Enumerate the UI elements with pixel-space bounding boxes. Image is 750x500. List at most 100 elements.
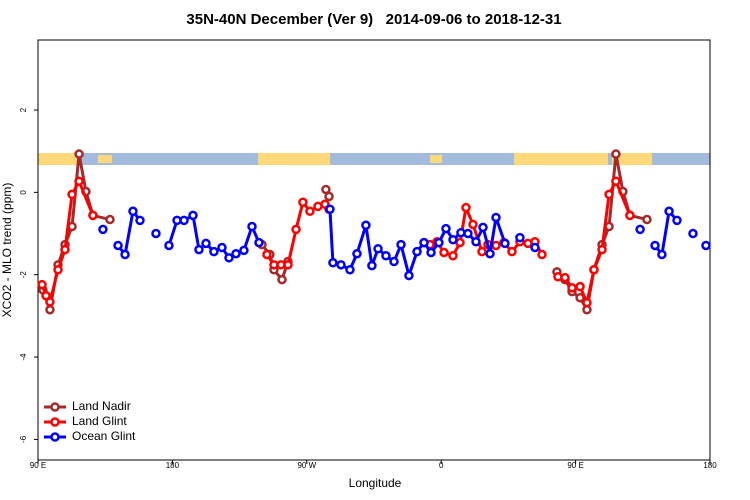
- data-point: [567, 283, 577, 293]
- data-point: [426, 247, 436, 258]
- data-point: [231, 248, 241, 259]
- data-point: [434, 237, 444, 248]
- data-point: [324, 191, 334, 202]
- data-point: [113, 240, 123, 251]
- data-point: [575, 281, 585, 292]
- data-point: [209, 246, 219, 257]
- data-point: [657, 249, 667, 260]
- data-point: [560, 272, 570, 283]
- data-point: [611, 176, 621, 186]
- data-point: [179, 215, 189, 226]
- y-axis-label: XCO2 - MLO trend (ppm): [0, 183, 14, 318]
- data-point: [500, 238, 510, 249]
- data-point: [345, 265, 355, 275]
- data-point: [128, 206, 138, 217]
- data-point: [412, 246, 422, 257]
- data-point: [485, 248, 495, 259]
- y-tick-label: -6: [19, 435, 28, 443]
- data-point: [664, 206, 674, 217]
- data-point: [471, 237, 481, 247]
- data-point: [439, 247, 449, 258]
- data-point: [45, 297, 55, 307]
- x-tick-label: 90 E: [30, 461, 46, 470]
- data-point: [597, 244, 607, 255]
- data-point: [37, 279, 47, 290]
- data-point: [582, 297, 592, 308]
- data-point: [224, 253, 234, 263]
- data-point: [305, 206, 315, 217]
- data-point: [373, 244, 383, 254]
- data-point: [589, 265, 599, 275]
- data-point: [67, 189, 77, 200]
- data-point: [635, 224, 645, 235]
- x-tick-label: 180: [703, 461, 717, 470]
- data-point: [515, 232, 525, 243]
- data-point: [650, 240, 660, 251]
- x-tick-label: 0: [439, 461, 444, 470]
- data-point: [448, 251, 458, 261]
- legend-label: Land Nadir: [72, 399, 131, 413]
- data-point: [642, 214, 652, 225]
- data-point: [74, 149, 84, 159]
- data-point: [396, 239, 406, 250]
- data-point: [361, 220, 371, 231]
- data-point: [419, 237, 429, 248]
- data-point: [404, 270, 414, 281]
- legend-marker: [50, 432, 60, 442]
- data-point: [463, 228, 473, 239]
- data-point: [105, 214, 115, 225]
- data-point: [164, 240, 174, 251]
- x-axis-label: Longitude: [349, 476, 402, 490]
- data-point: [507, 246, 517, 257]
- y-tick-label: -4: [19, 353, 28, 361]
- data-point: [45, 304, 55, 315]
- data-point: [262, 249, 272, 260]
- data-point: [277, 274, 287, 285]
- data-point: [283, 260, 293, 270]
- data-point: [135, 215, 145, 226]
- data-point: [88, 210, 98, 221]
- data-point: [491, 212, 501, 223]
- data-point: [625, 210, 635, 221]
- data-point: [120, 249, 130, 260]
- data-point: [194, 244, 204, 255]
- data-point: [381, 251, 391, 261]
- x-tick-label: 90 E: [567, 461, 583, 470]
- data-point: [491, 240, 501, 251]
- plot-frame: [37, 39, 711, 461]
- data-point: [201, 238, 211, 249]
- y-tick-label: 2: [19, 107, 28, 112]
- x-tick-label: 90 W: [297, 461, 316, 470]
- series-line: [40, 177, 632, 308]
- data-point: [537, 249, 547, 260]
- legend-label: Land Glint: [72, 414, 127, 428]
- data-point: [448, 234, 458, 245]
- data-point: [352, 248, 362, 259]
- data-point: [530, 242, 540, 253]
- data-point: [688, 228, 698, 239]
- data-point: [672, 215, 682, 226]
- chart-title: 35N-40N December (Ver 9) 2014-09-06 to 2…: [186, 11, 561, 28]
- data-point: [611, 149, 621, 159]
- data-point: [239, 245, 249, 256]
- y-tick-label: 0: [19, 190, 28, 195]
- data-point: [53, 265, 63, 275]
- y-tick-label: -2: [19, 271, 28, 279]
- data-point: [461, 202, 471, 213]
- data-point: [441, 223, 451, 234]
- data-point: [468, 219, 478, 230]
- data-point: [389, 256, 399, 267]
- data-point: [74, 176, 84, 186]
- data-point: [60, 244, 70, 255]
- data-point: [478, 222, 488, 233]
- data-point: [188, 210, 198, 221]
- data-point: [254, 237, 264, 248]
- data-point: [151, 228, 161, 239]
- data-point: [298, 197, 308, 207]
- data-point: [328, 258, 338, 268]
- data-point: [701, 240, 711, 251]
- data-point: [336, 260, 346, 270]
- data-point: [477, 246, 487, 257]
